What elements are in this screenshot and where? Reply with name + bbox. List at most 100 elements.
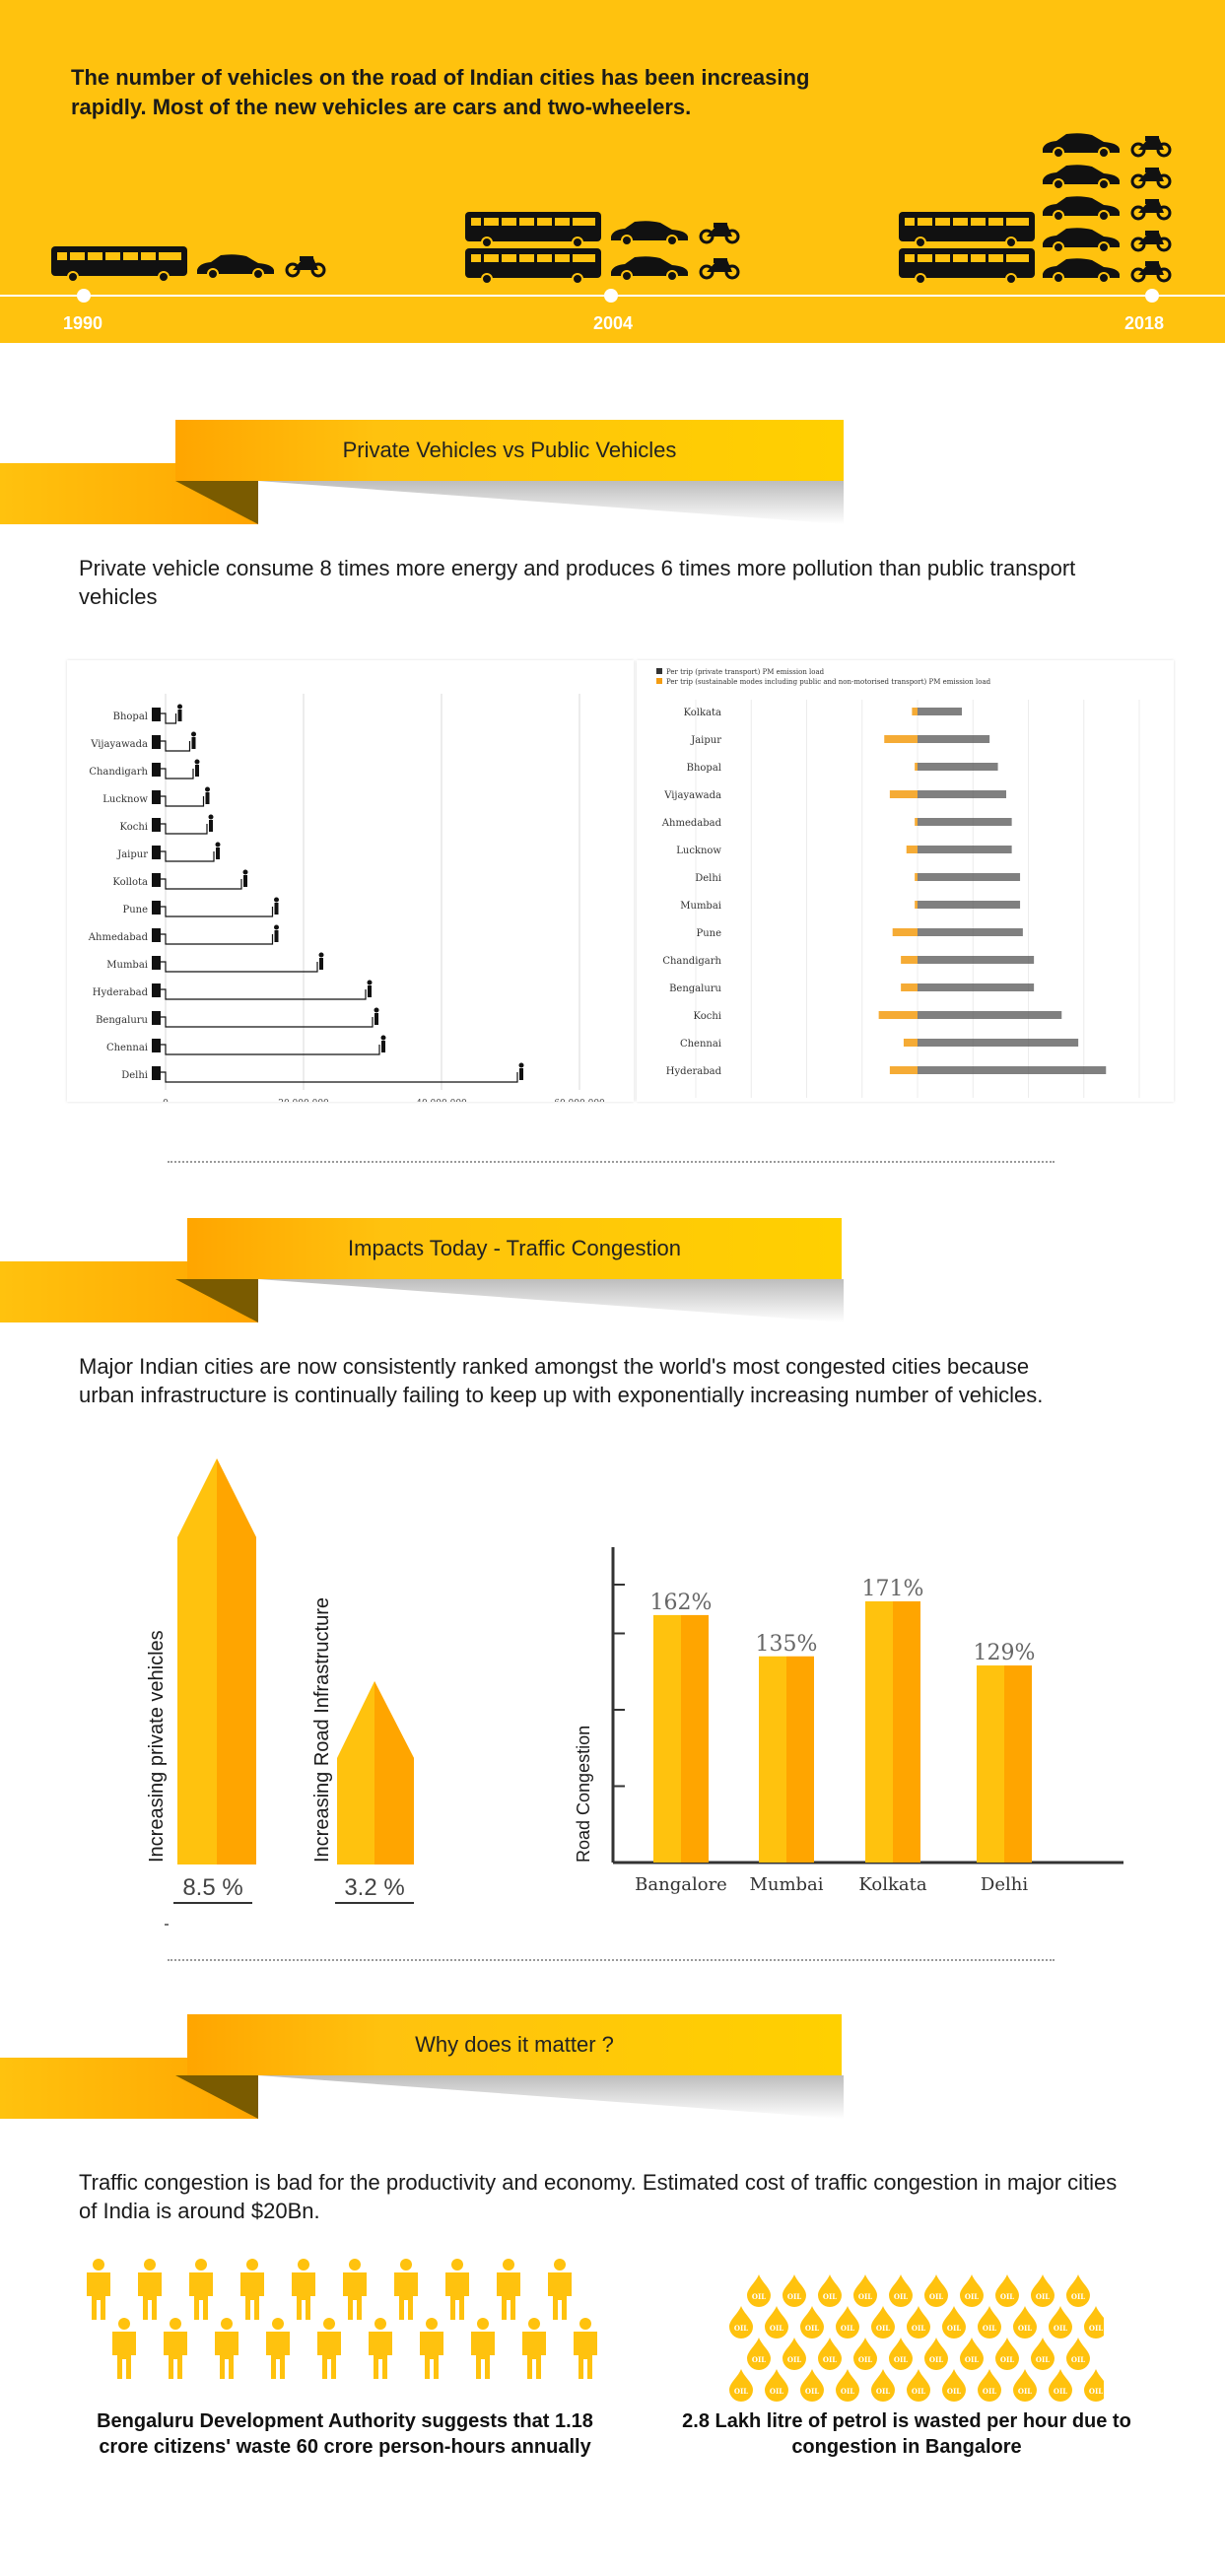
- legend-swatch: [656, 668, 662, 674]
- oil-label: OIL: [858, 2292, 872, 2301]
- legend-swatch: [656, 678, 662, 684]
- private-emission-bar: [918, 735, 990, 743]
- oil-drop-icon: OIL: [818, 2338, 842, 2370]
- oil-drop-icon: OIL: [747, 2274, 771, 2307]
- dotted-divider: [168, 1959, 1055, 1961]
- category-label: Vijayawada: [90, 739, 148, 750]
- oil-label: OIL: [1000, 2355, 1014, 2364]
- sustainable-emission-bar: [889, 790, 918, 798]
- private-emission-bar: [918, 1039, 1079, 1047]
- oil-drop-icon: OIL: [1066, 2338, 1090, 2370]
- person-icon: [274, 903, 279, 915]
- oil-label: OIL: [823, 2292, 837, 2301]
- oil-drop-icon: OIL: [1031, 2338, 1055, 2370]
- person-icon: [240, 2259, 264, 2320]
- tick-label: 0: [163, 1099, 169, 1102]
- person-icon: [177, 704, 182, 710]
- timeline-dot: [604, 289, 618, 303]
- people-illustration: [87, 2259, 597, 2379]
- person-icon: [445, 2259, 469, 2320]
- oil-label: OIL: [965, 2355, 979, 2364]
- fuel-pump-icon: [152, 956, 161, 970]
- person-icon: [317, 2318, 341, 2379]
- oil-label: OIL: [805, 2324, 819, 2333]
- fuel-consumption-chart: 0 20,000,000 40,000,000 60,000,000 Bhopal Vij…: [67, 660, 634, 1109]
- sustainable-emission-bar: [892, 928, 918, 936]
- person-icon: [394, 2259, 418, 2320]
- oil-label: OIL: [787, 2355, 801, 2364]
- oil-drop-icon: OIL: [1013, 2369, 1037, 2402]
- oil-drop-icon: OIL: [978, 2306, 1001, 2339]
- person-icon: [519, 1068, 523, 1080]
- oil-label: OIL: [876, 2387, 890, 2396]
- caption-petrol: 2.8 Lakh litre of petrol is wasted per h…: [682, 2410, 1131, 2458]
- fuel-pump-icon: [152, 735, 161, 749]
- bar-value-label: 135%: [756, 1632, 818, 1657]
- oil-label: OIL: [841, 2387, 854, 2396]
- oil-label: OIL: [947, 2324, 961, 2333]
- person-icon: [191, 731, 196, 737]
- arrow-label: Increasing Road Infrastructure: [311, 1596, 333, 1863]
- oil-label: OIL: [929, 2292, 943, 2301]
- road-congestion-chart: 162% Bangalore 135% Mumbai 171% Kolkata 129% De…: [611, 1547, 1123, 1895]
- person-icon: [215, 842, 221, 847]
- category-label: Pune: [696, 928, 721, 939]
- fuel-pump-icon: [152, 983, 161, 997]
- section-title: Why does it matter ?: [415, 2032, 614, 2057]
- oil-drop-icon: OIL: [978, 2369, 1001, 2402]
- data-bar: [161, 712, 177, 724]
- tick-label: 60,000,000: [554, 1099, 605, 1102]
- data-bar: [161, 1071, 518, 1083]
- person-icon: [548, 2259, 572, 2320]
- oil-label: OIL: [983, 2387, 996, 2396]
- person-icon: [87, 2259, 110, 2320]
- data-bar: [161, 878, 242, 890]
- oil-drop-icon: OIL: [1049, 2306, 1072, 2339]
- oil-label: OIL: [1018, 2387, 1032, 2396]
- hero-banner: The number of vehicles on the road of In…: [0, 0, 1225, 343]
- data-bar: [161, 1016, 374, 1028]
- category-label: Vijayawada: [663, 790, 721, 801]
- private-emission-bar: [918, 763, 998, 771]
- private-emission-bar: [918, 708, 962, 715]
- oil-label: OIL: [912, 2387, 925, 2396]
- person-icon: [215, 2318, 238, 2379]
- legend-entry: Per trip (private transport) PM emission…: [666, 668, 825, 676]
- oil-label: OIL: [1036, 2355, 1050, 2364]
- congestion-bar: [653, 1614, 681, 1863]
- oil-drop-icon: OIL: [924, 2338, 948, 2370]
- oil-drop-icon: OIL: [942, 2369, 966, 2402]
- category-label: Bengaluru: [96, 1015, 148, 1026]
- private-vehicles-arrow: [177, 1458, 256, 1864]
- person-icon: [380, 1035, 386, 1041]
- oil-drop-icon: OIL: [1084, 2306, 1104, 2339]
- oil-label: OIL: [841, 2324, 854, 2333]
- fuel-pump-icon: [152, 1066, 161, 1080]
- category-label: Kolkata: [858, 1874, 926, 1895]
- oil-label: OIL: [1054, 2324, 1067, 2333]
- oil-label: OIL: [947, 2387, 961, 2396]
- person-icon: [343, 2259, 367, 2320]
- bar-value-label: 171%: [862, 1577, 924, 1601]
- oil-drop-icon: OIL: [1066, 2274, 1090, 2307]
- private-emission-bar: [918, 901, 1021, 909]
- fuel-pump-icon: [152, 846, 161, 859]
- data-bar: [161, 906, 274, 917]
- category-label: Kolkata: [684, 708, 721, 718]
- oil-drop-icon: OIL: [995, 2338, 1019, 2370]
- category-label: Kochi: [120, 822, 148, 833]
- oil-drop-icon: OIL: [800, 2306, 824, 2339]
- fuel-pump-icon: [152, 901, 161, 915]
- fuel-pump-icon: [152, 873, 161, 887]
- oil-label: OIL: [983, 2324, 996, 2333]
- oil-drop-icon: OIL: [836, 2369, 859, 2402]
- person-icon: [266, 2318, 290, 2379]
- section-title: Impacts Today - Traffic Congestion: [348, 1236, 681, 1260]
- oil-drop-icon: OIL: [1049, 2369, 1072, 2402]
- person-icon: [164, 2318, 187, 2379]
- category-label: Bhopal: [113, 712, 148, 722]
- fuel-pump-icon: [152, 1039, 161, 1052]
- category-label: Bengaluru: [669, 983, 721, 994]
- caption-person-hours: Bengaluru Development Authority suggests…: [97, 2410, 593, 2458]
- private-vehicles-percent: 8.5 %: [173, 1874, 252, 1904]
